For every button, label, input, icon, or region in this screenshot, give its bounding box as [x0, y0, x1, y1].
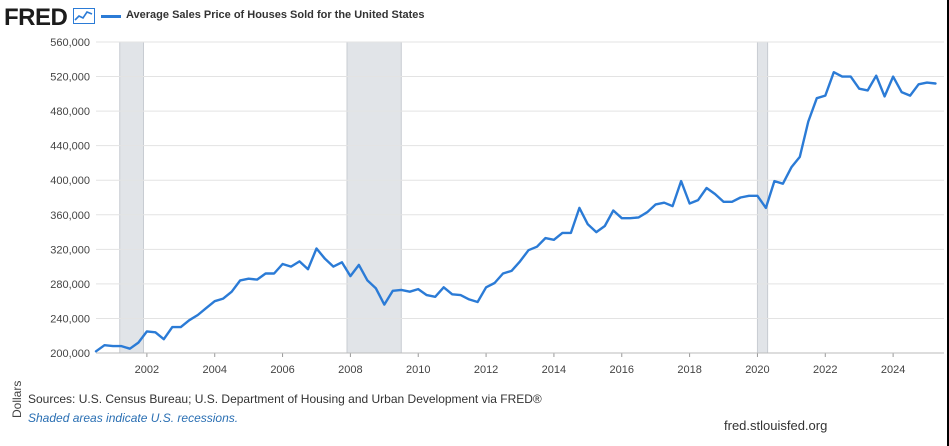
y-tick-label: 520,000 — [50, 72, 90, 84]
x-tick-label: 2008 — [338, 364, 362, 376]
y-tick-label: 440,000 — [50, 141, 90, 153]
x-tick-label: 2010 — [406, 364, 430, 376]
legend-swatch — [101, 15, 121, 18]
y-tick-label: 400,000 — [50, 175, 90, 187]
fred-graph-icon — [73, 8, 95, 24]
x-tick-label: 2020 — [745, 364, 769, 376]
y-tick-label: 560,000 — [50, 37, 90, 49]
y-tick-label: 480,000 — [50, 106, 90, 118]
series-line — [94, 70, 937, 353]
sources-text: Sources: U.S. Census Bureau; U.S. Depart… — [28, 392, 542, 406]
recession-band — [119, 41, 144, 354]
fred-url-link[interactable]: fred.stlouisfed.org — [724, 418, 828, 433]
x-tick-label: 2014 — [542, 364, 566, 376]
x-tick-label: 2004 — [202, 364, 226, 376]
x-tick-label: 2018 — [677, 364, 701, 376]
x-tick-label: 2002 — [135, 364, 159, 376]
x-tick-label: 2022 — [813, 364, 837, 376]
legend-label: Average Sales Price of Houses Sold for t… — [126, 9, 425, 21]
x-tick-label: 2024 — [881, 364, 905, 376]
y-tick-label: 280,000 — [50, 279, 90, 291]
y-tick-label: 320,000 — [50, 244, 90, 256]
y-tick-label: 200,000 — [50, 348, 90, 360]
x-tick-label: 2016 — [610, 364, 634, 376]
fred-logo[interactable]: FRED — [4, 4, 68, 31]
recession-note: Shaded areas indicate U.S. recessions. — [28, 411, 239, 425]
y-tick-label: 360,000 — [50, 210, 90, 222]
y-tick-label: 240,000 — [50, 313, 90, 325]
recession-band — [346, 41, 402, 354]
x-tick-label: 2012 — [474, 364, 498, 376]
x-tick-label: 2006 — [270, 364, 294, 376]
